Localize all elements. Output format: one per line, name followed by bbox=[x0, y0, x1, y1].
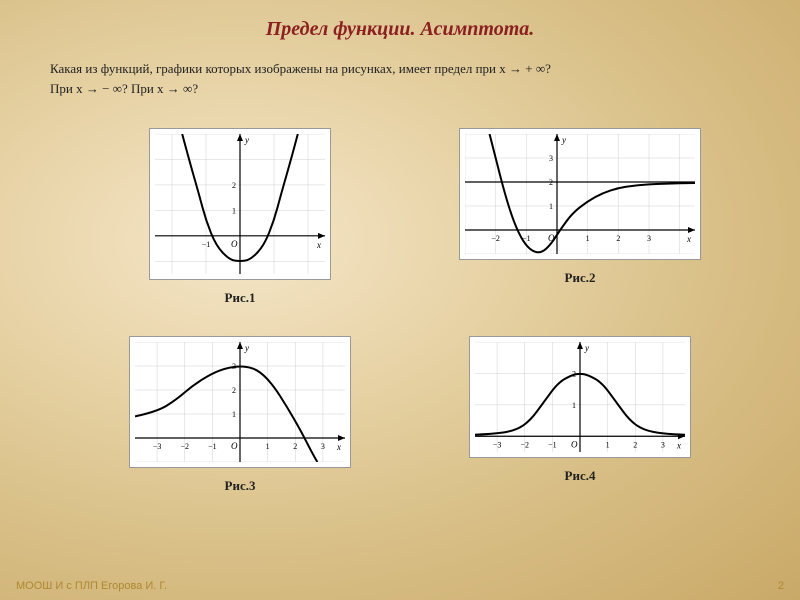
svg-text:1: 1 bbox=[266, 442, 270, 451]
chart-3-svg: xyO−3−2−1123123 bbox=[135, 342, 345, 462]
question-text: Какая из функций, графики которых изобра… bbox=[0, 41, 800, 98]
question-line-2: При x → − ∞? При x → ∞? bbox=[50, 81, 198, 96]
svg-text:O: O bbox=[571, 439, 578, 449]
svg-text:2: 2 bbox=[633, 440, 637, 449]
svg-text:x: x bbox=[686, 234, 691, 244]
svg-text:1: 1 bbox=[232, 410, 236, 419]
svg-text:1: 1 bbox=[232, 206, 236, 215]
charts-grid: x y O −1 1 2 Рис.1 x y O −2 −1 1 2 3 1 2 3 Рис.2 x y O −3 −… bbox=[0, 98, 800, 494]
svg-text:2: 2 bbox=[616, 234, 620, 243]
chart-3-caption: Рис.3 bbox=[225, 478, 256, 494]
chart-4-svg: xyO−3−2−112312 bbox=[475, 342, 685, 452]
chart-1: x y O −1 1 2 Рис.1 bbox=[100, 128, 380, 306]
svg-text:y: y bbox=[561, 135, 566, 145]
svg-text:3: 3 bbox=[647, 234, 651, 243]
svg-text:1: 1 bbox=[586, 234, 590, 243]
chart-3: xyO−3−2−1123123 Рис.3 bbox=[100, 336, 380, 494]
svg-text:−3: −3 bbox=[493, 440, 502, 449]
svg-text:−1: −1 bbox=[202, 240, 211, 249]
svg-text:1: 1 bbox=[572, 401, 576, 410]
chart-2-caption: Рис.2 bbox=[565, 270, 596, 286]
svg-text:3: 3 bbox=[549, 154, 553, 163]
svg-text:O: O bbox=[231, 441, 238, 451]
svg-text:−3: −3 bbox=[153, 442, 162, 451]
chart-4: xyO−3−2−112312 Рис.4 bbox=[440, 336, 720, 494]
svg-text:O: O bbox=[231, 239, 238, 249]
svg-text:x: x bbox=[676, 440, 681, 450]
svg-text:x: x bbox=[336, 442, 341, 452]
svg-text:2: 2 bbox=[293, 442, 297, 451]
footer-page-number: 2 bbox=[778, 580, 784, 592]
svg-text:x: x bbox=[316, 240, 321, 250]
svg-text:−2: −2 bbox=[180, 442, 189, 451]
svg-text:2: 2 bbox=[232, 386, 236, 395]
svg-text:3: 3 bbox=[321, 442, 325, 451]
footer-author: МООШ И с ПЛП Егорова И. Г. bbox=[16, 580, 167, 592]
svg-text:−1: −1 bbox=[208, 442, 217, 451]
svg-text:−1: −1 bbox=[548, 440, 557, 449]
chart-4-caption: Рис.4 bbox=[565, 468, 596, 484]
svg-text:1: 1 bbox=[606, 440, 610, 449]
svg-text:y: y bbox=[584, 343, 589, 353]
svg-text:2: 2 bbox=[549, 178, 553, 187]
svg-text:y: y bbox=[244, 343, 249, 353]
footer: МООШ И с ПЛП Егорова И. Г. 2 bbox=[16, 580, 784, 592]
svg-text:−2: −2 bbox=[491, 234, 500, 243]
svg-text:1: 1 bbox=[549, 202, 553, 211]
chart-1-svg: x y O −1 1 2 bbox=[155, 134, 325, 274]
page-title: Предел функции. Асимптота. bbox=[0, 0, 800, 41]
question-line-1: Какая из функций, графики которых изобра… bbox=[50, 61, 551, 76]
chart-2: xyO−2−1123123 Рис.2 bbox=[440, 128, 720, 306]
svg-text:2: 2 bbox=[232, 181, 236, 190]
chart-1-caption: Рис.1 bbox=[225, 290, 256, 306]
chart-2-svg: xyO−2−1123123 bbox=[465, 134, 695, 254]
svg-text:3: 3 bbox=[661, 440, 665, 449]
svg-text:y: y bbox=[244, 135, 249, 145]
svg-text:−2: −2 bbox=[520, 440, 529, 449]
